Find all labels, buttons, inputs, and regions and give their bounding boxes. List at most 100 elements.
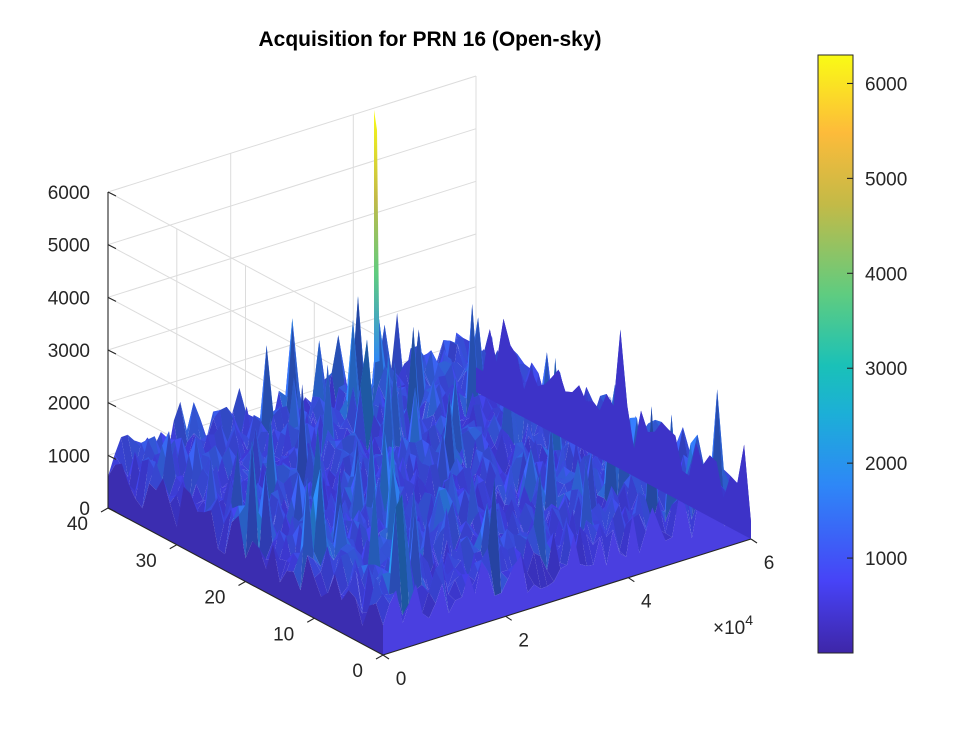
surface-patch [593,523,607,566]
surface-patch [369,577,383,606]
surface-patch [326,503,341,561]
x-tick-label: 0 [396,669,407,690]
surface-patch [355,449,369,476]
surface-patch [293,477,308,591]
surface-patch [339,393,353,420]
surface-patch [579,458,593,550]
surface-patch [525,502,539,536]
surface-patch [351,454,365,521]
x-tick-mark [628,577,635,583]
surface-patch [320,546,335,594]
surface-patch [287,422,301,465]
surface-patch [333,422,347,449]
surface-patch [385,365,399,388]
surface-patch [518,502,533,539]
z-tick-label: 5000 [48,236,90,257]
surface-patch [557,479,571,485]
surface-patch [447,552,461,570]
surface-patch [481,548,495,596]
surface-patch [293,536,307,563]
surface-patch [327,549,341,576]
x-tick-label: 6 [764,553,775,574]
surface-patch [204,498,218,513]
surface-patch [382,593,396,599]
colorbar-tick-label: 5000 [865,169,907,190]
surface-patch [630,473,645,496]
surface-patch [500,528,514,574]
surface-patch [149,461,163,491]
x-axis-line [382,538,752,656]
surface-patch [439,519,453,555]
surface-patch [557,484,572,504]
surface-patch [538,488,552,523]
surface-patch [513,532,527,540]
surface-patch [202,451,216,480]
surface-patch [378,431,392,513]
surface-patch [425,486,439,537]
surface-patch [340,417,354,433]
surface-patch [320,468,334,561]
surface-patch [344,454,359,528]
surface-patch [604,486,619,519]
y-tick-mark [238,581,246,586]
surface-patch [619,514,633,557]
surface-patch [162,431,176,497]
surface-patch [504,464,518,511]
surface-patch [665,498,679,538]
surface-patch [502,455,517,485]
surface-patch [421,554,435,590]
surface-patch [553,532,567,569]
surface-patch [329,460,343,478]
surface-patch [313,546,328,572]
grid-line-z [107,75,477,193]
surface-patch [306,396,320,437]
surface-patch [520,553,535,593]
surface-patch [300,477,314,591]
surface-patch [527,552,541,589]
surface-patch [206,410,220,438]
surface-patch [379,438,393,546]
surface-patch [341,553,355,587]
surface-patch [467,553,481,583]
surface-patch [431,376,446,408]
surface-patch [467,536,481,554]
x-tick-mark [382,654,390,660]
surface-patch [465,521,480,552]
surface-patch [418,492,432,530]
x-tick-mark [505,615,512,621]
surface-patch [216,474,230,505]
surface-patch [348,567,363,614]
y-tick-label: 40 [67,514,88,535]
surface-patch [245,440,259,559]
surface-patch [196,468,210,500]
surface-patch [348,432,362,446]
colorbar-tick-label: 2000 [865,454,907,475]
colorbar: 1000 2000 3000 4000 5000 6000 [817,54,907,654]
surface-patch [465,304,479,421]
surface-patch [556,442,570,500]
surface-patch [295,384,310,495]
surface-patch [261,444,275,483]
y-tick-label: 10 [273,624,294,645]
surface-patch [167,421,181,464]
axes-tick-labels: 0246×10401020304001000200030004000500060… [48,183,775,690]
surface-patch [551,421,565,526]
surface-patch [454,542,468,583]
surface-patch [441,561,456,614]
surface-patch [273,544,287,583]
surface-patch [456,336,470,366]
surface-patch [339,319,353,423]
z-tick-label: 2000 [48,394,90,415]
surface-patch [338,499,352,537]
surface-patch [486,408,500,435]
surface-patch [187,402,201,442]
surface-patch [258,470,273,560]
surface-patch [368,485,382,584]
grid-line-z [107,128,477,246]
surface-patch [497,464,511,505]
surface-patch [416,455,430,500]
surface-patch [224,505,239,555]
surface-patch [524,448,538,505]
surface-patch [512,518,526,545]
